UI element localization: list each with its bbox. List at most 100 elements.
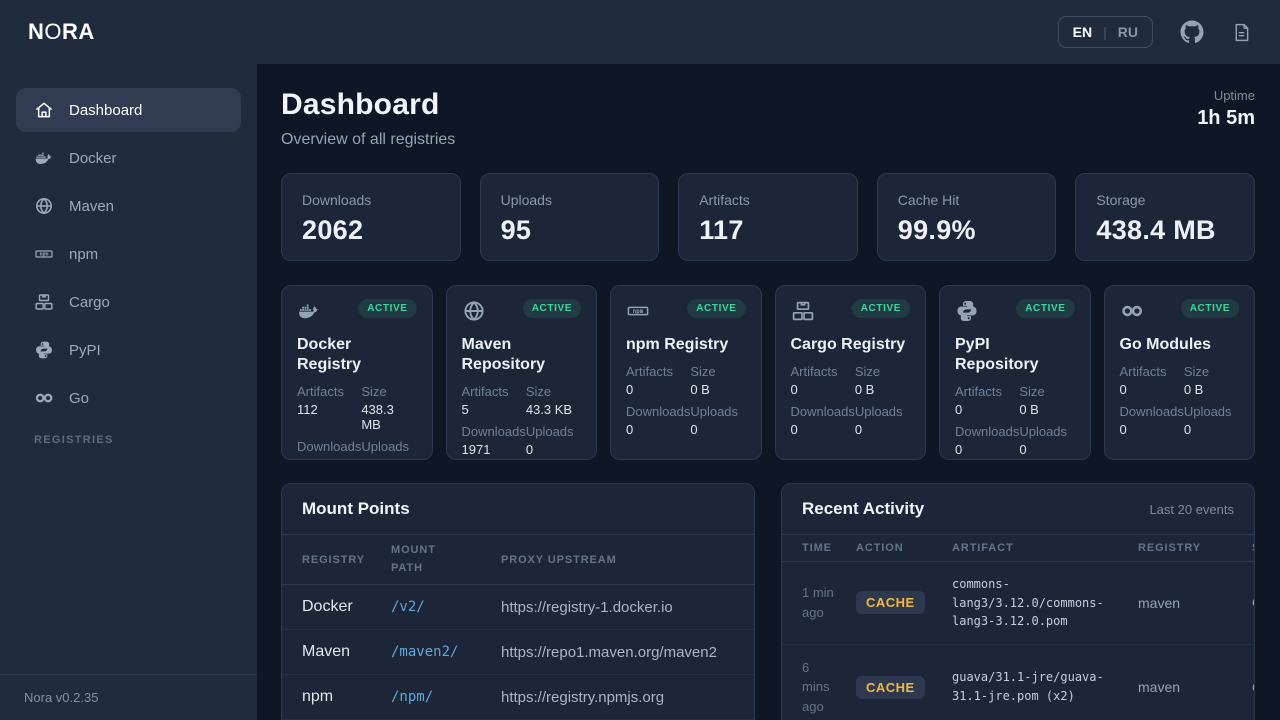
uploads-value: 95 [361, 457, 416, 459]
main-content: Dashboard Overview of all registries Upt… [257, 64, 1280, 720]
bottom-panels: Mount Points REGISTRY MOUNT PATH PROXY U… [281, 483, 1255, 720]
registry-card-maven[interactable]: ACTIVE Maven Repository Artifacts 5 Size 4… [445, 285, 597, 460]
registry-card-cargo[interactable]: ACTIVE Cargo Registry Artifacts 0 Size 0 B… [774, 285, 926, 460]
npm-box-icon [34, 244, 54, 264]
size-label: Size [690, 364, 716, 379]
column-header-proxy-upstream: PROXY UPSTREAM [491, 533, 754, 586]
sidebar-item-cargo[interactable]: Cargo [16, 280, 241, 324]
stat-card-storage: Storage 438.4 MB [1075, 173, 1255, 261]
status-badge: ACTIVE [687, 299, 746, 318]
sidebar-item-label: Cargo [69, 293, 110, 311]
artifacts-value: 5 [461, 402, 469, 417]
registry-name: Docker Registry [297, 336, 362, 373]
stat-label: Uploads [500, 192, 552, 208]
npm-box-icon [626, 299, 650, 323]
status-badge: ACTIVE [1016, 299, 1075, 318]
uploads-label: Uploads [854, 404, 903, 419]
size-label: Size [1019, 384, 1045, 399]
sidebar-item-pypi[interactable]: PyPI [16, 328, 241, 372]
action-badge: CACHE [856, 591, 925, 615]
event-source: CACHE [1242, 644, 1254, 720]
artifacts-value: 0 [626, 382, 634, 397]
downloads-value: 91 [297, 457, 361, 459]
registry-card-go[interactable]: ACTIVE Go Modules Artifacts 0 Size 0 B Dow… [1103, 285, 1255, 460]
registry-name: npm Registry [626, 336, 729, 353]
stat-value: 438.4 MB [1096, 215, 1216, 245]
language-toggle[interactable]: EN | RU [1057, 16, 1153, 48]
status-badge: ACTIVE [1180, 299, 1239, 318]
downloads-label: Downloads [1119, 404, 1184, 419]
lang-divider: | [1103, 24, 1107, 40]
sidebar-item-label: PyPI [69, 341, 101, 359]
status-badge: ACTIVE [358, 299, 417, 318]
stat-value: 99.9% [897, 215, 976, 245]
artifacts-label: Artifacts [626, 364, 673, 379]
stat-value: 95 [500, 215, 532, 245]
github-icon[interactable] [1180, 20, 1204, 44]
sidebar-nav: Dashboard Docker Maven npm Cargo PyPI [0, 64, 257, 446]
events-count-label: Last 20 events [1149, 501, 1234, 517]
mount-path: /v2/ [381, 584, 491, 631]
stat-value: 117 [699, 215, 744, 245]
table-row: Docker /v2/ https://registry-1.docker.io [282, 584, 754, 631]
sidebar-item-dashboard[interactable]: Dashboard [16, 88, 241, 132]
page-subtitle: Overview of all registries [281, 131, 456, 148]
page-title: Dashboard [281, 88, 440, 121]
sidebar-item-label: Docker [69, 149, 117, 167]
uptime: Uptime 1h 5m [1197, 88, 1255, 130]
brand-logo: NORA [28, 19, 95, 45]
stat-label: Downloads [302, 192, 372, 208]
globe-icon [34, 196, 54, 216]
event-registry: maven [1128, 561, 1242, 645]
lang-ru-button[interactable]: RU [1117, 24, 1138, 40]
mount-upstream: https://registry.npmjs.org [491, 674, 754, 720]
docker-whale-icon [34, 148, 54, 168]
stat-label: Cache Hit [897, 192, 960, 208]
registry-card-pypi[interactable]: ACTIVE PyPI Repository Artifacts 0 Size 0 … [939, 285, 1091, 460]
artifacts-value: 0 [790, 382, 798, 397]
uploads-label: Uploads [525, 424, 574, 439]
stat-card-uploads: Uploads 95 [479, 173, 660, 261]
registry-name: Go Modules [1119, 336, 1212, 353]
brand-logo-text: NORA [28, 19, 95, 44]
sidebar-item-go[interactable]: Go [16, 376, 241, 420]
sidebar-item-npm[interactable]: npm [16, 232, 241, 276]
panel-title: Mount Points [302, 499, 410, 518]
sidebar-item-label: Dashboard [69, 101, 143, 119]
stat-card-downloads: Downloads 2062 [281, 173, 461, 261]
downloads-value: 0 [790, 422, 798, 437]
sidebar-item-docker[interactable]: Docker [16, 136, 241, 180]
artifacts-value: 0 [955, 402, 963, 417]
uptime-label: Uptime [1213, 88, 1255, 103]
artifacts-label: Artifacts [955, 384, 1002, 399]
registry-cards-row: ACTIVE Docker Registry Artifacts 112 Size… [281, 285, 1255, 460]
lang-en-button[interactable]: EN [1072, 24, 1093, 40]
boxes-icon [34, 292, 54, 312]
artifacts-label: Artifacts [297, 384, 344, 399]
stat-label: Storage [1096, 192, 1146, 208]
mount-upstream: https://registry-1.docker.io [491, 584, 754, 631]
recent-activity-panel: Recent Activity Last 20 events TIME ACTI… [781, 483, 1255, 720]
event-artifact: commons-lang3/3.12.0/commons-lang3-3.12.… [942, 561, 1128, 645]
mount-registry: Maven [282, 629, 381, 676]
go-icon [34, 388, 54, 408]
globe-icon [462, 299, 486, 323]
uploads-label: Uploads [1183, 404, 1232, 419]
registries-section-label: REGISTRIES [34, 434, 114, 446]
registry-card-docker[interactable]: ACTIVE Docker Registry Artifacts 112 Size… [281, 285, 433, 460]
registry-card-npm[interactable]: ACTIVE npm Registry Artifacts 0 Size 0 B D… [610, 285, 762, 460]
top-bar-actions: EN | RU [1057, 16, 1252, 48]
status-badge: ACTIVE [522, 299, 581, 318]
artifacts-label: Artifacts [790, 364, 838, 379]
event-time: 6 mins ago [782, 644, 846, 720]
docker-whale-icon [297, 299, 321, 323]
boxes-icon [791, 299, 815, 323]
table-row: Maven /maven2/ https://repo1.maven.org/m… [282, 629, 754, 676]
sidebar-item-maven[interactable]: Maven [16, 184, 241, 228]
page-header: Dashboard Overview of all registries Upt… [281, 88, 1255, 149]
size-value: 0 B [1019, 402, 1039, 417]
action-badge: CACHE [856, 675, 925, 699]
registry-name: Cargo Registry [790, 336, 906, 353]
stats-row: Downloads 2062 Uploads 95 Artifacts 117 … [281, 173, 1255, 261]
docs-icon[interactable] [1231, 22, 1252, 43]
